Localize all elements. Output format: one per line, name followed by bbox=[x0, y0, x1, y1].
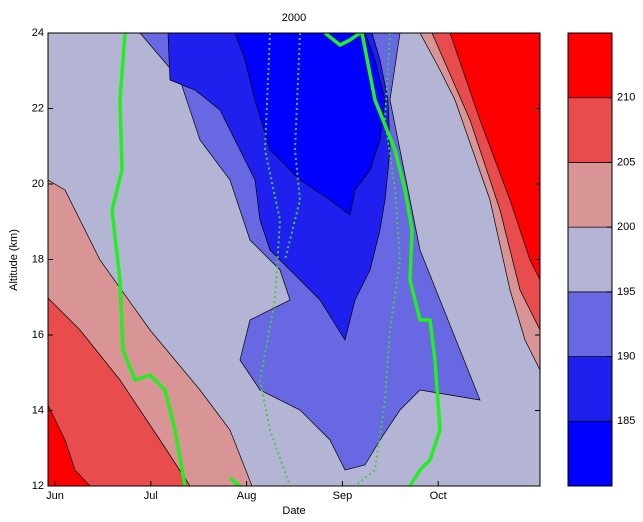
x-tick-label: Jul bbox=[144, 490, 158, 502]
colorbar-band bbox=[567, 162, 613, 228]
colorbar-band bbox=[567, 291, 613, 357]
contour-region bbox=[234, 33, 386, 216]
contour-region bbox=[48, 297, 191, 486]
x-tick-label: Sep bbox=[333, 490, 353, 502]
colorbar-frame bbox=[567, 32, 613, 487]
colorbar-band bbox=[567, 97, 613, 163]
y-tick-label: 18 bbox=[32, 253, 44, 265]
y-tick-label: 12 bbox=[32, 480, 44, 492]
contour-region bbox=[48, 404, 91, 486]
colorbar-tick-label: 200 bbox=[617, 221, 635, 233]
x-tick-label: Aug bbox=[237, 490, 257, 502]
contour-region bbox=[449, 33, 540, 281]
chart-title: 2000 bbox=[282, 12, 306, 24]
green-contour bbox=[110, 33, 187, 486]
colorbar-tick-label: 205 bbox=[617, 156, 635, 168]
x-tick-label: Oct bbox=[430, 490, 447, 502]
y-tick-label: 24 bbox=[32, 27, 44, 39]
colorbar-band bbox=[567, 32, 613, 99]
y-tick-label: 20 bbox=[32, 178, 44, 190]
colorbar-tick-label: 210 bbox=[617, 92, 635, 104]
contour-field bbox=[48, 33, 540, 486]
colorbar-band bbox=[567, 420, 613, 487]
green-contour bbox=[323, 33, 442, 486]
colorbar-band bbox=[567, 356, 613, 422]
y-tick-label: 14 bbox=[32, 404, 44, 416]
colorbar-tick-label: 185 bbox=[617, 415, 635, 427]
y-axis-label: Altitude (km) bbox=[8, 229, 20, 291]
x-axis-label: Date bbox=[282, 505, 305, 517]
y-tick-label: 22 bbox=[32, 102, 44, 114]
green-dotted-contour bbox=[258, 33, 302, 486]
colorbar-tick-label: 190 bbox=[617, 350, 635, 362]
colorbar-band bbox=[567, 226, 613, 293]
y-tick-label: 16 bbox=[32, 329, 44, 341]
x-tick-label: Jun bbox=[46, 490, 64, 502]
green-contour bbox=[228, 476, 242, 486]
colorbar-tick-label: 195 bbox=[617, 286, 635, 298]
